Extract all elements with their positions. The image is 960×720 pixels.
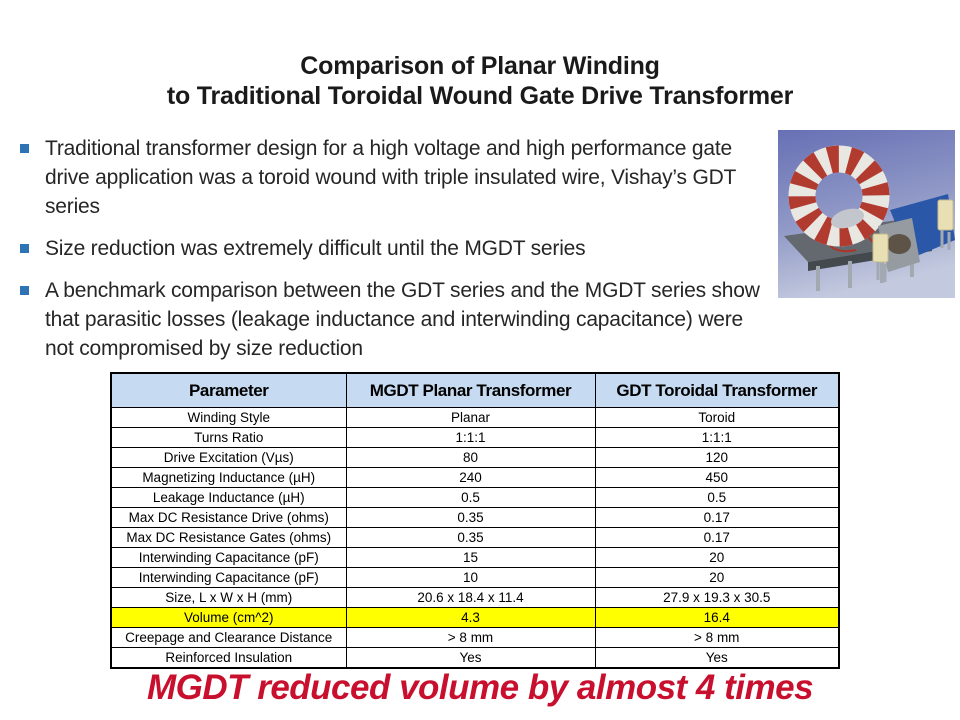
table-row: Drive Excitation (Vµs) 80 120 — [110, 447, 840, 468]
cell-gdt-value: 450 — [594, 467, 840, 488]
table-row: Creepage and Clearance Distance > 8 mm >… — [110, 627, 840, 648]
bullet-text: A benchmark comparison between the GDT s… — [45, 279, 760, 360]
cell-parameter: Interwinding Capacitance (pF) — [110, 547, 347, 568]
toroid-winding — [788, 145, 890, 247]
bullet-item: Traditional transformer design for a hig… — [20, 134, 768, 221]
cell-parameter: Leakage Inductance (µH) — [110, 487, 347, 508]
cell-mgdt-value: 20.6 x 18.4 x 11.4 — [345, 587, 596, 608]
comparison-table: Parameter MGDT Planar Transformer GDT To… — [110, 372, 840, 669]
comparison-table-body: Winding Style Planar Toroid Turns Ratio … — [110, 407, 840, 669]
cell-gdt-value: 0.17 — [594, 527, 840, 548]
table-row: Magnetizing Inductance (µH) 240 450 — [110, 467, 840, 488]
cell-gdt-value: 20 — [594, 567, 840, 588]
cell-gdt-value: Toroid — [594, 407, 840, 428]
table-row: Interwinding Capacitance (pF) 15 20 — [110, 547, 840, 568]
table-row: Turns Ratio 1:1:1 1:1:1 — [110, 427, 840, 448]
bullet-square-icon — [20, 244, 29, 253]
cell-gdt-value: 120 — [594, 447, 840, 468]
table-row: Winding Style Planar Toroid — [110, 407, 840, 428]
cell-mgdt-value: > 8 mm — [345, 627, 596, 648]
bullet-text: Size reduction was extremely difficult u… — [45, 237, 586, 260]
cell-mgdt-value: 0.5 — [345, 487, 596, 508]
header-gdt: GDT Toroidal Transformer — [594, 372, 840, 408]
cell-parameter: Interwinding Capacitance (pF) — [110, 567, 347, 588]
cell-mgdt-value: 80 — [345, 447, 596, 468]
cell-gdt-value: 16.4 — [594, 607, 840, 628]
title-line-2: to Traditional Toroidal Wound Gate Drive… — [166, 81, 794, 110]
cell-gdt-value: > 8 mm — [594, 627, 840, 648]
table-row: Size, L x W x H (mm) 20.6 x 18.4 x 11.4 … — [110, 587, 840, 608]
table-row: Max DC Resistance Drive (ohms) 0.35 0.17 — [110, 507, 840, 528]
cell-parameter: Max DC Resistance Drive (ohms) — [110, 507, 347, 528]
cell-parameter: Magnetizing Inductance (µH) — [110, 467, 347, 488]
transformer-photo-image — [778, 130, 955, 298]
page-title: Comparison of Planar Winding to Traditio… — [0, 52, 960, 111]
cell-parameter: Drive Excitation (Vµs) — [110, 447, 347, 468]
table-row: Volume (cm^2) 4.3 16.4 — [110, 607, 840, 628]
cell-mgdt-value: Planar — [345, 407, 596, 428]
cell-parameter: Reinforced Insulation — [110, 647, 347, 669]
cell-parameter: Turns Ratio — [110, 427, 347, 448]
transformer-photo — [778, 130, 955, 298]
header-mgdt: MGDT Planar Transformer — [345, 372, 596, 408]
table-row: Max DC Resistance Gates (ohms) 0.35 0.17 — [110, 527, 840, 548]
cell-mgdt-value: 1:1:1 — [345, 427, 596, 448]
cell-gdt-value: 0.5 — [594, 487, 840, 508]
cell-gdt-value: 20 — [594, 547, 840, 568]
cell-gdt-value: 1:1:1 — [594, 427, 840, 448]
table-row: Interwinding Capacitance (pF) 10 20 — [110, 567, 840, 588]
cell-parameter: Winding Style — [110, 407, 347, 428]
cell-mgdt-value: 10 — [345, 567, 596, 588]
cell-parameter: Size, L x W x H (mm) — [110, 587, 347, 608]
bullet-list: Traditional transformer design for a hig… — [20, 134, 768, 376]
cell-mgdt-value: Yes — [345, 647, 596, 669]
footer-callout: MGDT reduced volume by almost 4 times — [146, 668, 814, 707]
cell-gdt-value: Yes — [594, 647, 840, 669]
title-line-1: Comparison of Planar Winding — [300, 52, 660, 80]
cell-mgdt-value: 0.35 — [345, 527, 596, 548]
cell-gdt-value: 27.9 x 19.3 x 30.5 — [594, 587, 840, 608]
cell-mgdt-value: 240 — [345, 467, 596, 488]
planar-transformer — [872, 194, 955, 282]
bullet-text: Traditional transformer design for a hig… — [45, 137, 736, 218]
cell-parameter: Creepage and Clearance Distance — [110, 627, 347, 648]
table-row: Reinforced Insulation Yes Yes — [110, 647, 840, 669]
table-row: Leakage Inductance (µH) 0.5 0.5 — [110, 487, 840, 508]
bullet-item: Size reduction was extremely difficult u… — [20, 234, 768, 263]
cell-mgdt-value: 4.3 — [345, 607, 596, 628]
cell-mgdt-value: 15 — [345, 547, 596, 568]
table-header-row: Parameter MGDT Planar Transformer GDT To… — [110, 372, 840, 408]
bullet-item: A benchmark comparison between the GDT s… — [20, 276, 768, 363]
bullet-square-icon — [20, 286, 29, 295]
cell-gdt-value: 0.17 — [594, 507, 840, 528]
cell-parameter: Volume (cm^2) — [110, 607, 347, 628]
cell-parameter: Max DC Resistance Gates (ohms) — [110, 527, 347, 548]
cell-mgdt-value: 0.35 — [345, 507, 596, 528]
bullet-square-icon — [20, 144, 29, 153]
header-parameter: Parameter — [110, 372, 347, 408]
